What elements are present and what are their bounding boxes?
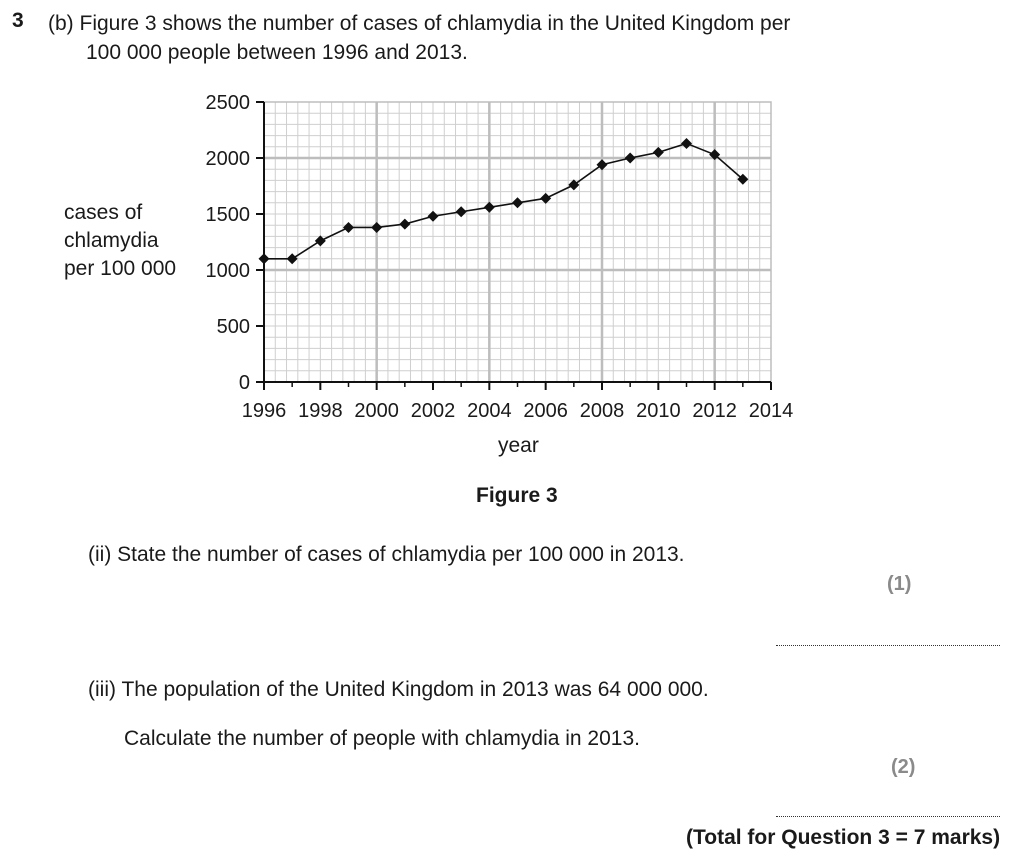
data-point-2000 [371, 221, 383, 233]
part-iii-answer-line[interactable] [776, 816, 1000, 817]
y-tick-label: 500 [217, 316, 250, 338]
y-axis-label-line-1: cases of [64, 201, 143, 224]
part-iii-marks: (2) [891, 756, 916, 778]
x-tick-label: 2014 [749, 400, 794, 422]
question-intro-line1: (b) Figure 3 shows the number of cases o… [48, 12, 791, 35]
y-tick-label: 2000 [206, 148, 251, 170]
data-point-2004 [483, 201, 495, 213]
x-tick-label: 2006 [523, 400, 568, 422]
data-point-2003 [455, 206, 467, 218]
x-tick-label: 2002 [411, 400, 456, 422]
y-axis-label-line-2: chlamydia [64, 229, 159, 252]
y-tick-label: 0 [239, 372, 250, 394]
figure-caption: Figure 3 [476, 484, 558, 507]
x-tick-label: 2012 [692, 400, 737, 422]
x-tick-label: 2010 [636, 400, 681, 422]
data-point-1998 [314, 235, 326, 247]
x-axis-label: year [498, 434, 539, 457]
data-point-1996 [258, 253, 270, 265]
x-tick-label: 1998 [298, 400, 343, 422]
part-iii-text-2: Calculate the number of people with chla… [124, 727, 640, 750]
data-point-2012 [709, 149, 721, 161]
y-axis-label: cases of chlamydia per 100 000 [64, 199, 176, 283]
question-intro: (b) Figure 3 shows the number of cases o… [48, 9, 790, 67]
data-point-2002 [427, 210, 439, 222]
part-ii-text: (ii) State the number of cases of chlamy… [88, 543, 685, 566]
x-tick-label: 2000 [354, 400, 399, 422]
data-point-2006 [540, 192, 552, 204]
question-total: (Total for Question 3 = 7 marks) [686, 826, 1001, 849]
y-axis-label-line-3: per 100 000 [64, 257, 177, 280]
data-point-2010 [652, 146, 664, 158]
data-point-2013 [737, 173, 749, 185]
part-ii-marks: (1) [887, 573, 912, 595]
data-point-2005 [512, 197, 523, 209]
data-point-1999 [343, 221, 354, 233]
data-point-2007 [568, 179, 580, 191]
data-point-2001 [399, 218, 411, 230]
plot-frame [263, 101, 772, 383]
part-ii-answer-line[interactable] [776, 645, 1000, 646]
y-tick-label: 1500 [206, 204, 251, 226]
data-point-2008 [596, 159, 608, 171]
part-iii-text: (iii) The population of the United Kingd… [88, 678, 709, 701]
series-line [264, 142, 744, 260]
x-tick-label: 2004 [467, 400, 512, 422]
x-tick-label: 1996 [242, 400, 287, 422]
x-tick-label: 2008 [580, 400, 625, 422]
y-tick-label: 1000 [206, 260, 251, 282]
data-point-1997 [286, 253, 298, 265]
y-tick-label: 2500 [206, 92, 251, 114]
data-point-2011 [681, 137, 692, 149]
question-intro-line2: 100 000 people between 1996 and 2013. [86, 41, 468, 64]
question-number: 3 [12, 9, 24, 32]
data-point-2009 [624, 152, 636, 164]
